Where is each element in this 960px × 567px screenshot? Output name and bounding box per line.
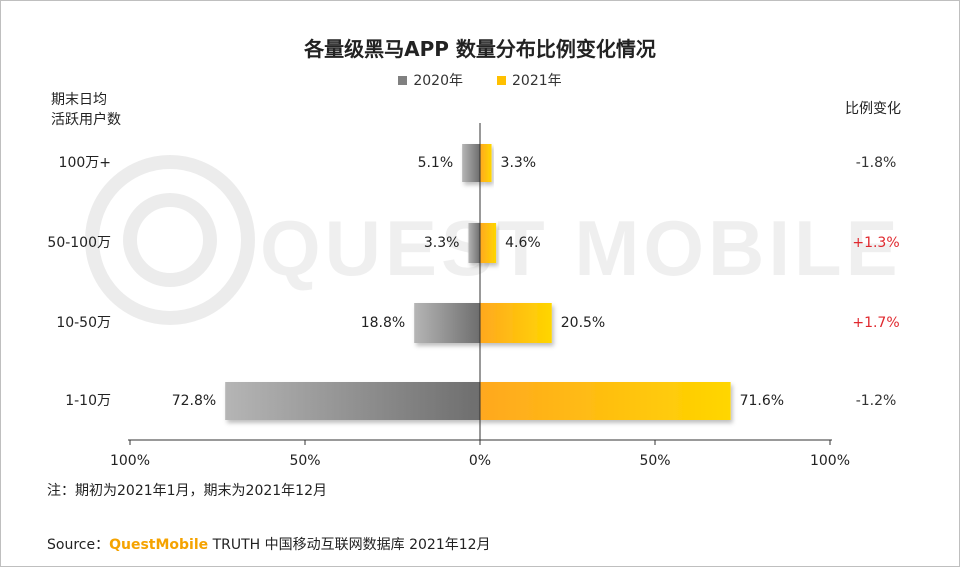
category-label-2: 10-50万 — [56, 315, 111, 331]
change-value-1: +1.3% — [852, 235, 899, 251]
bar-2020-2 — [414, 303, 480, 343]
x-tick-label-1: 50% — [289, 453, 320, 469]
x-tick-label-3: 50% — [639, 453, 670, 469]
data-label-2020-1: 3.3% — [424, 235, 460, 251]
legend-label-2020: 2020年 — [413, 73, 463, 89]
source-prefix: Source： — [47, 537, 110, 553]
bar-2021-2 — [480, 303, 552, 343]
data-label-2021-3: 71.6% — [740, 393, 784, 409]
y-axis-title-line-2: 活跃用户数 — [51, 112, 121, 128]
change-column-title: 比例变化 — [845, 101, 901, 117]
bar-2021-1 — [480, 223, 497, 263]
watermark-logo: QUEST MOBILE — [85, 155, 902, 325]
change-value-3: -1.2% — [856, 393, 897, 409]
data-label-2021-2: 20.5% — [561, 315, 605, 331]
y-axis-title: 期末日均 活跃用户数 — [51, 90, 121, 130]
legend-item-2020: 2020年 — [398, 70, 463, 90]
bar-2021-3 — [480, 382, 731, 420]
change-value-0: -1.8% — [856, 155, 897, 171]
data-label-2020-0: 5.1% — [418, 155, 454, 171]
change-value-2: +1.7% — [852, 315, 899, 331]
bar-2020-1 — [468, 223, 480, 263]
chart-title: 各量级黑马APP 数量分布比例变化情况 — [304, 37, 656, 61]
source-line: Source：QuestMobile TRUTH 中国移动互联网数据库 2021… — [47, 534, 491, 554]
data-label-2021-0: 3.3% — [501, 155, 537, 171]
x-tick-label-4: 100% — [810, 453, 850, 469]
bar-2020-0 — [462, 144, 480, 182]
y-axis-title-line-1: 期末日均 — [51, 92, 107, 108]
bar-2021-0 — [480, 144, 492, 182]
x-tick-label-0: 100% — [110, 453, 150, 469]
data-label-2021-1: 4.6% — [505, 235, 541, 251]
bar-2020-3 — [225, 382, 480, 420]
legend-item-2021: 2021年 — [497, 70, 562, 90]
data-label-2020-2: 18.8% — [361, 315, 405, 331]
category-label-1: 50-100万 — [47, 235, 111, 251]
source-brand: QuestMobile — [109, 537, 209, 553]
x-tick-label-2: 0% — [469, 453, 491, 469]
footnote: 注：期初为2021年1月，期末为2021年12月 — [47, 483, 327, 499]
category-label-0: 100万+ — [59, 155, 111, 171]
data-label-2020-3: 72.8% — [172, 393, 216, 409]
legend-swatch-2021 — [497, 75, 506, 85]
source-rest: TRUTH 中国移动互联网数据库 2021年12月 — [208, 537, 491, 553]
legend: 2020年 2021年 — [0, 70, 960, 90]
legend-label-2021: 2021年 — [512, 73, 562, 89]
watermark-text: QUEST MOBILE — [260, 204, 902, 292]
category-label-3: 1-10万 — [65, 393, 111, 409]
legend-swatch-2020 — [398, 75, 408, 85]
